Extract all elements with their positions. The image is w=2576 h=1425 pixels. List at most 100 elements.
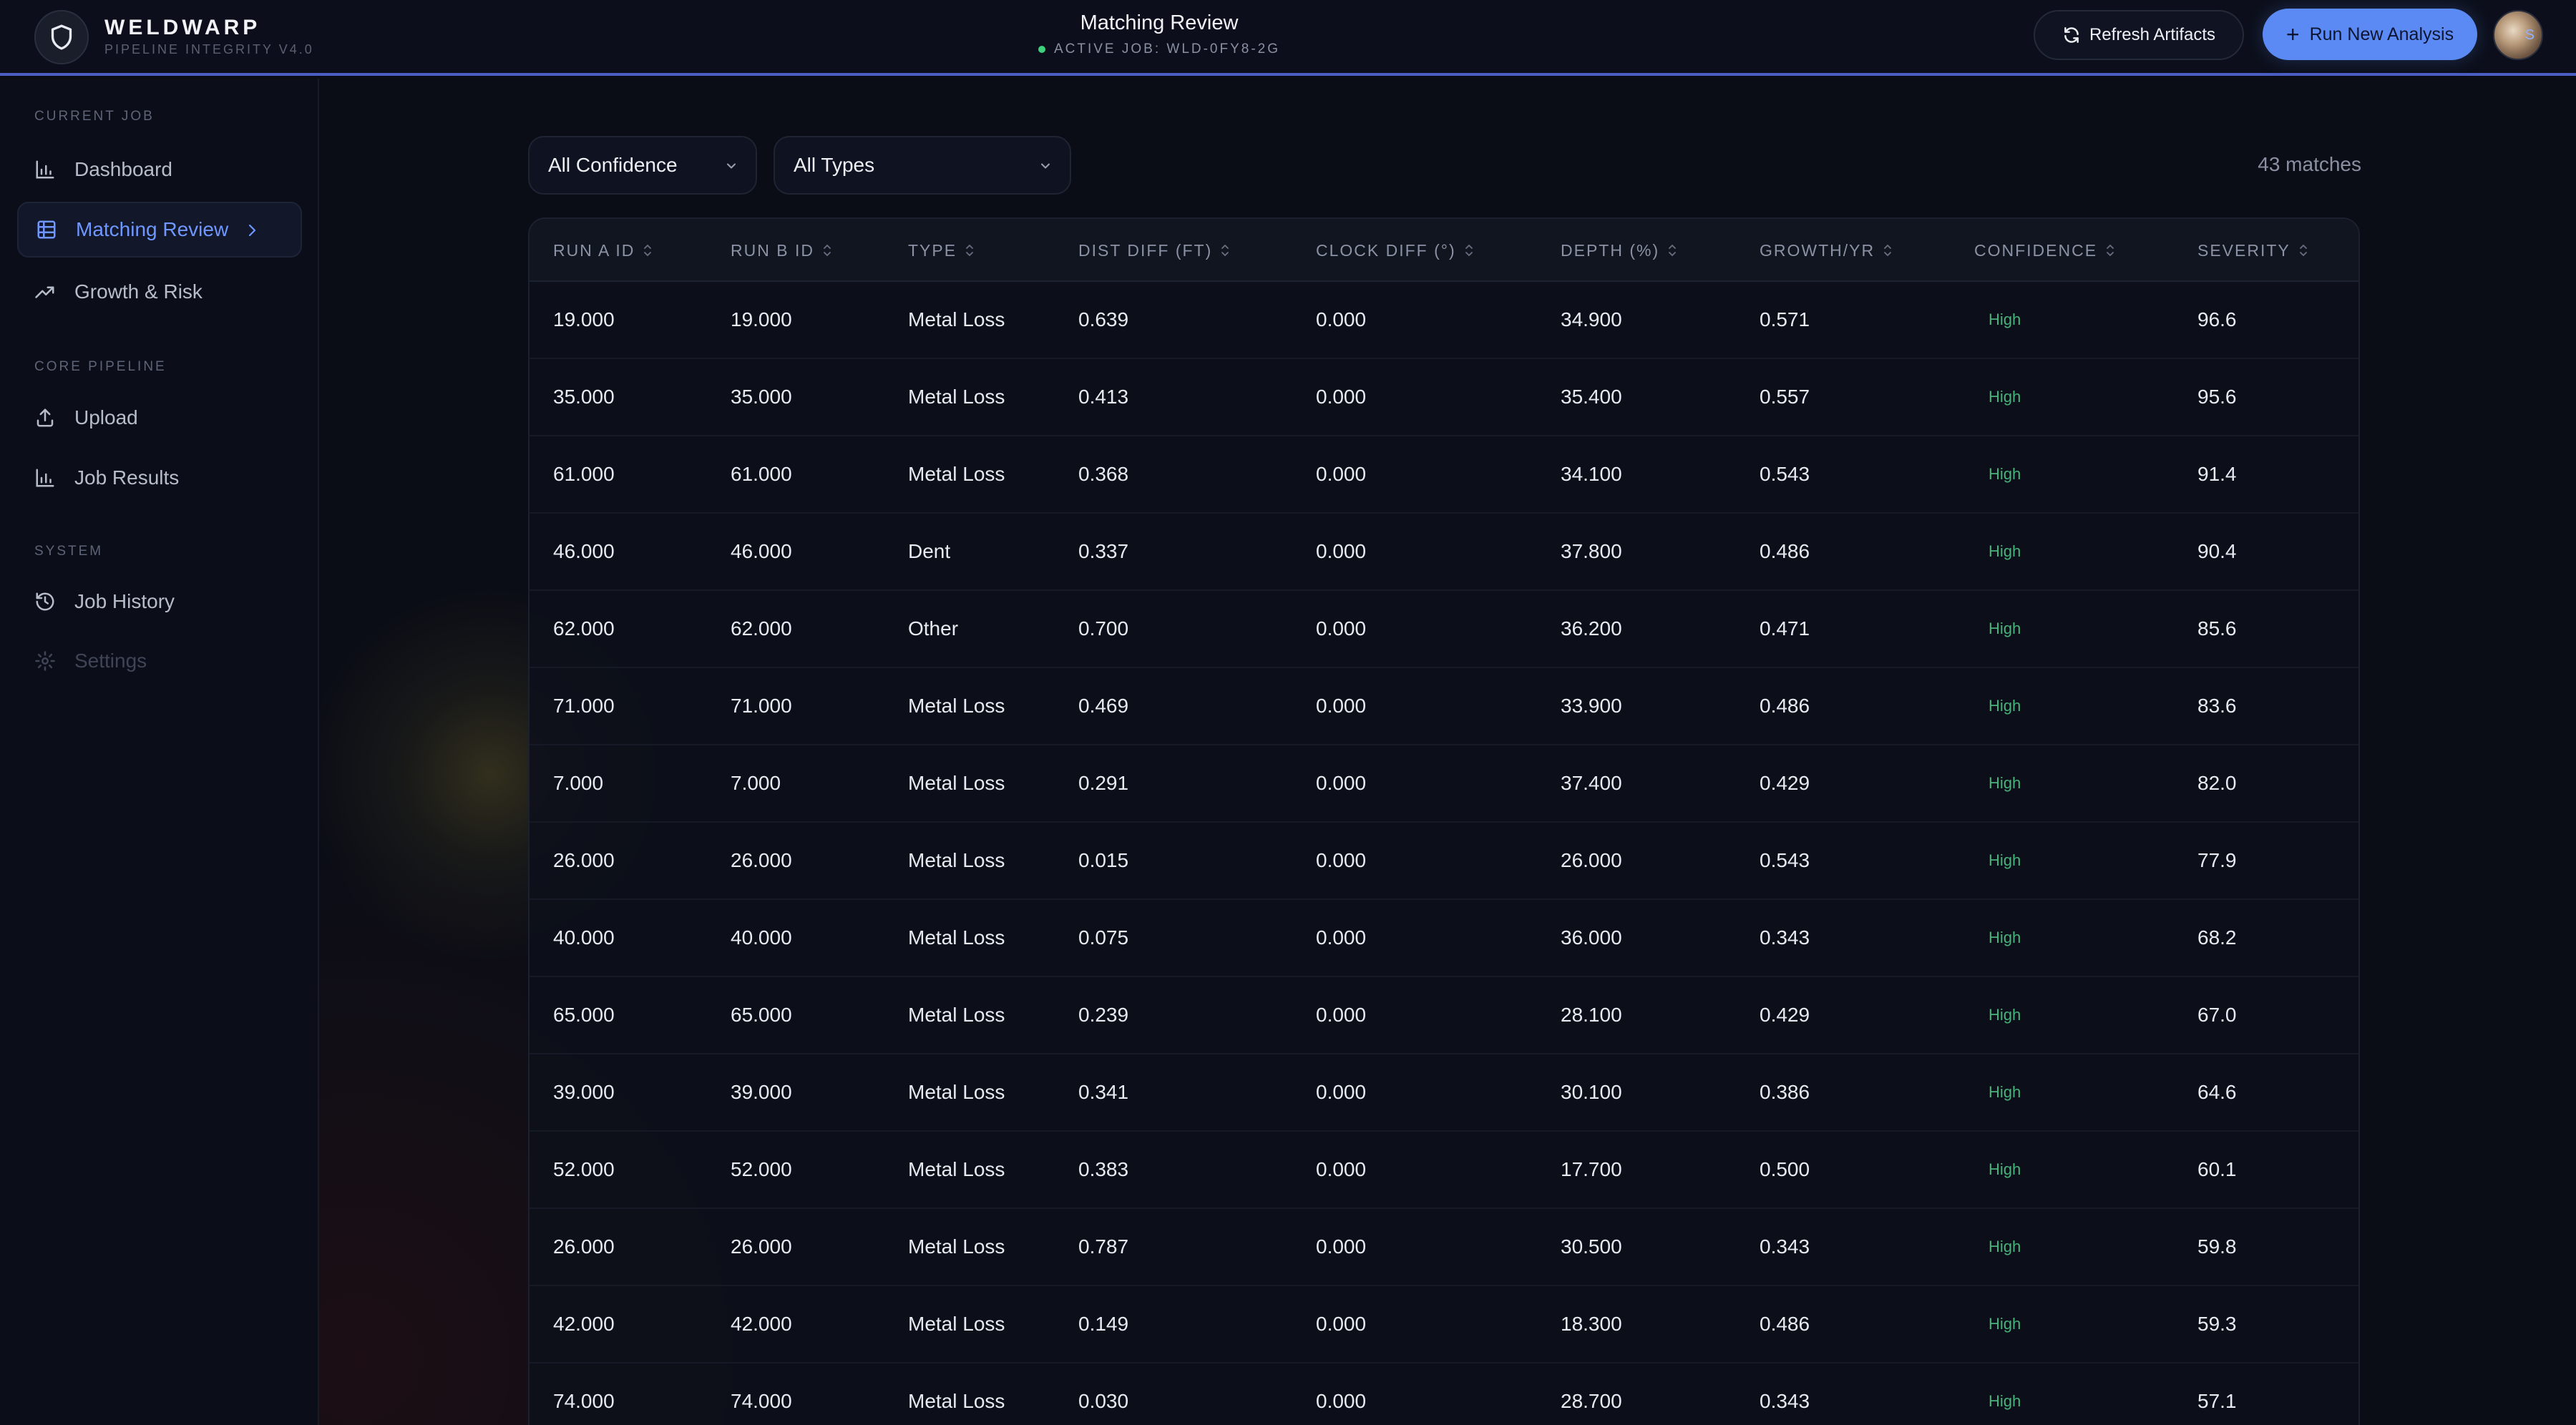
cell-depth: 36.200 xyxy=(1561,617,1622,640)
cell-type: Metal Loss xyxy=(908,1235,1005,1258)
confidence-filter-select[interactable]: All Confidence xyxy=(528,136,757,195)
cell-severity: 77.9 xyxy=(2197,849,2237,871)
confidence-badge: High xyxy=(1989,1315,2021,1333)
table-row[interactable]: 46.000 46.000 Dent 0.337 0.000 37.800 0.486 Hig… xyxy=(530,514,2358,591)
chevron-down-icon xyxy=(727,163,736,169)
sidebar-item-upload[interactable]: Upload xyxy=(17,390,302,446)
confidence-badge: High xyxy=(1989,310,2021,328)
column-header-label: RUN B ID xyxy=(731,240,814,260)
confidence-badge: High xyxy=(1989,1160,2021,1178)
sidebar-item-job-results[interactable]: Job Results xyxy=(17,450,302,506)
cell-depth: 18.300 xyxy=(1561,1313,1622,1335)
cell-type: Metal Loss xyxy=(908,926,1005,949)
table-row[interactable]: 71.000 71.000 Metal Loss 0.469 0.000 33.900 0.… xyxy=(530,668,2358,745)
column-header-label: RUN A ID xyxy=(553,240,635,260)
table-row[interactable]: 52.000 52.000 Metal Loss 0.383 0.000 17.700 0.… xyxy=(530,1132,2358,1209)
table-row[interactable]: 35.000 35.000 Metal Loss 0.413 0.000 35.400 0.… xyxy=(530,359,2358,436)
cell-severity: 83.6 xyxy=(2197,695,2237,717)
sidebar-item-dashboard[interactable]: Dashboard xyxy=(17,142,302,197)
table-row[interactable]: 65.000 65.000 Metal Loss 0.239 0.000 28.100 0.… xyxy=(530,977,2358,1054)
cell-type: Dent xyxy=(908,540,951,562)
column-header-dist-diff[interactable]: DIST DIFF (FT) xyxy=(1078,219,1231,282)
sidebar-item-label: Job Results xyxy=(74,466,180,489)
table-row[interactable]: 40.000 40.000 Metal Loss 0.075 0.000 36.000 0.… xyxy=(530,900,2358,977)
table-row[interactable]: 19.000 19.000 Metal Loss 0.639 0.000 34.900 0.… xyxy=(530,282,2358,359)
cell-run-b-id: 62.000 xyxy=(731,617,792,640)
cell-run-b-id: 19.000 xyxy=(731,308,792,330)
cell-clock-diff: 0.000 xyxy=(1316,695,1367,717)
cell-severity: 60.1 xyxy=(2197,1158,2237,1180)
sort-icon xyxy=(1875,243,1893,258)
sidebar-item-label: Upload xyxy=(74,406,138,429)
cell-run-a-id: 39.000 xyxy=(553,1081,615,1103)
cell-run-a-id: 35.000 xyxy=(553,386,615,408)
confidence-badge: High xyxy=(1989,1006,2021,1024)
table-row[interactable]: 39.000 39.000 Metal Loss 0.341 0.000 30.100 0.… xyxy=(530,1054,2358,1132)
cell-severity: 64.6 xyxy=(2197,1081,2237,1103)
cell-run-a-id: 52.000 xyxy=(553,1158,615,1180)
table-row[interactable]: 7.000 7.000 Metal Loss 0.291 0.000 37.400 0.42… xyxy=(530,745,2358,823)
cell-depth: 33.900 xyxy=(1561,695,1622,717)
confidence-filter-value: All Confidence xyxy=(548,154,678,176)
cell-depth: 30.500 xyxy=(1561,1235,1622,1258)
column-header-label: DIST DIFF (FT) xyxy=(1078,240,1213,260)
plus-icon: + xyxy=(2285,21,2300,47)
cell-type: Metal Loss xyxy=(908,1004,1005,1026)
avatar[interactable]: S xyxy=(2493,10,2543,60)
column-header-type[interactable]: TYPE xyxy=(908,219,975,282)
column-header-depth[interactable]: DEPTH (%) xyxy=(1561,219,1678,282)
table-row[interactable]: 26.000 26.000 Metal Loss 0.015 0.000 26.000 0.… xyxy=(530,823,2358,900)
cell-severity: 57.1 xyxy=(2197,1390,2237,1412)
cell-dist-diff: 0.291 xyxy=(1078,772,1129,794)
cell-run-a-id: 7.000 xyxy=(553,772,604,794)
sort-icon xyxy=(2290,243,2309,258)
bar-chart-icon xyxy=(36,469,54,487)
cell-severity: 85.6 xyxy=(2197,617,2237,640)
table-row[interactable]: 61.000 61.000 Metal Loss 0.368 0.000 34.100 0.… xyxy=(530,436,2358,514)
column-header-run-a-id[interactable]: RUN A ID xyxy=(553,219,653,282)
sort-icon xyxy=(635,243,653,258)
sidebar-item-job-history[interactable]: Job History xyxy=(17,574,302,630)
sidebar-item-growth-risk[interactable]: Growth & Risk xyxy=(17,264,302,320)
table-row[interactable]: 26.000 26.000 Metal Loss 0.787 0.000 30.500 0.… xyxy=(530,1209,2358,1286)
sidebar-item-matching-review[interactable]: Matching Review xyxy=(17,202,302,258)
matches-table: RUN A ID RUN B ID TYPE DIST DIFF (FT) CLOCK … xyxy=(528,217,2360,1425)
run-new-analysis-button[interactable]: + Run New Analysis xyxy=(2263,9,2477,60)
cell-clock-diff: 0.000 xyxy=(1316,926,1367,949)
table-row[interactable]: 74.000 74.000 Metal Loss 0.030 0.000 28.700 0.… xyxy=(530,1363,2358,1425)
refresh-artifacts-button[interactable]: Refresh Artifacts xyxy=(2034,10,2244,60)
brand[interactable]: WELDWARP PIPELINE INTEGRITY V4.0 xyxy=(34,10,314,64)
cell-clock-diff: 0.000 xyxy=(1316,1390,1367,1412)
cell-run-b-id: 74.000 xyxy=(731,1390,792,1412)
brand-name: WELDWARP xyxy=(104,16,261,39)
cell-run-a-id: 46.000 xyxy=(553,540,615,562)
cell-run-b-id: 35.000 xyxy=(731,386,792,408)
cell-growth-yr: 0.557 xyxy=(1760,386,1810,408)
sort-icon xyxy=(1456,243,1475,258)
cell-type: Metal Loss xyxy=(908,308,1005,330)
cell-run-a-id: 26.000 xyxy=(553,849,615,871)
cell-run-a-id: 26.000 xyxy=(553,1235,615,1258)
column-header-confidence[interactable]: CONFIDENCE xyxy=(1974,219,2116,282)
column-header-label: TYPE xyxy=(908,240,957,260)
column-header-label: GROWTH/YR xyxy=(1760,240,1875,260)
cell-run-a-id: 19.000 xyxy=(553,308,615,330)
sidebar-item-settings[interactable]: Settings xyxy=(17,633,302,689)
cell-run-b-id: 42.000 xyxy=(731,1313,792,1335)
cell-severity: 67.0 xyxy=(2197,1004,2237,1026)
cell-run-a-id: 74.000 xyxy=(553,1390,615,1412)
table-row[interactable]: 62.000 62.000 Other 0.700 0.000 36.200 0.471 Hi… xyxy=(530,591,2358,668)
column-header-growth-yr[interactable]: GROWTH/YR xyxy=(1760,219,1893,282)
type-filter-select[interactable]: All Types xyxy=(774,136,1071,195)
cell-clock-diff: 0.000 xyxy=(1316,463,1367,485)
cell-run-a-id: 65.000 xyxy=(553,1004,615,1026)
page-title: Matching Review xyxy=(1080,11,1239,34)
column-header-clock-diff[interactable]: CLOCK DIFF (°) xyxy=(1316,219,1475,282)
column-header-run-b-id[interactable]: RUN B ID xyxy=(731,219,833,282)
column-header-severity[interactable]: SEVERITY xyxy=(2197,219,2309,282)
cell-depth: 30.100 xyxy=(1561,1081,1622,1103)
cell-clock-diff: 0.000 xyxy=(1316,386,1367,408)
upload-icon xyxy=(36,408,54,427)
table-row[interactable]: 42.000 42.000 Metal Loss 0.149 0.000 18.300 0.… xyxy=(530,1286,2358,1363)
